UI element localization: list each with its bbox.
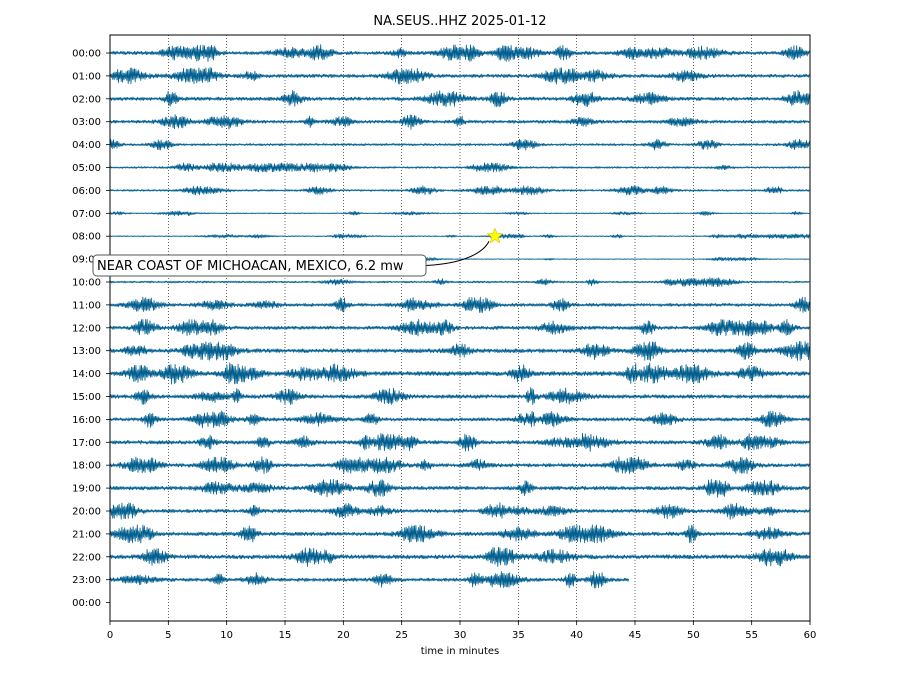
trace-row [109, 296, 810, 313]
y-tick-label: 04:00 [72, 140, 101, 151]
x-tick-label: 45 [629, 630, 642, 641]
x-axis-label: time in minutes [421, 646, 500, 657]
trace-row [109, 571, 630, 589]
y-tick-label: 08:00 [72, 232, 101, 243]
y-tick-label: 06:00 [72, 186, 101, 197]
trace-row [109, 114, 810, 130]
x-tick-label: 20 [337, 630, 350, 641]
event-connector [425, 240, 490, 266]
trace-row [109, 89, 810, 108]
x-tick-label: 0 [107, 630, 113, 641]
y-tick-label: 12:00 [72, 323, 101, 334]
y-tick-label: 17:00 [72, 438, 101, 449]
plot-frame [109, 34, 811, 622]
y-tick-label: 00:00 [72, 49, 101, 60]
chart-title: NA.SEUS..HHZ 2025-01-12 [373, 14, 546, 29]
y-tick-label: 11:00 [72, 300, 101, 311]
x-tick-label: 50 [687, 630, 700, 641]
x-tick-label: 25 [395, 630, 408, 641]
trace-row [109, 210, 810, 216]
x-tick-label: 55 [745, 630, 758, 641]
y-tick-label: 02:00 [72, 94, 101, 105]
x-tick-label: 10 [220, 630, 233, 641]
trace-row [109, 277, 810, 288]
x-tick-label: 30 [454, 630, 467, 641]
y-tick-label: 14:00 [72, 369, 101, 380]
trace-row [109, 340, 810, 361]
y-tick-label: 09:00 [72, 255, 101, 266]
y-tick-label: 19:00 [72, 484, 101, 495]
trace-row [109, 410, 810, 429]
trace-row [109, 546, 810, 567]
trace-row [109, 67, 810, 85]
y-tick-label: 22:00 [72, 552, 101, 563]
event-label: NEAR COAST OF MICHOACAN, MEXICO, 6.2 mw [97, 259, 404, 274]
trace-row [109, 456, 810, 475]
y-tick-label: 15:00 [72, 392, 101, 403]
y-tick-label: 05:00 [72, 163, 101, 174]
y-tick-label: 10:00 [72, 278, 101, 289]
trace-row [109, 233, 810, 239]
x-tick-label: 60 [804, 630, 817, 641]
y-tick-label: 13:00 [72, 346, 101, 357]
trace-row [109, 387, 810, 406]
y-tick-label: 00:00 [72, 598, 101, 609]
y-tick-label: 21:00 [72, 529, 101, 540]
trace-row [109, 319, 810, 337]
y-tick-label: 03:00 [72, 117, 101, 128]
x-tick-label: 15 [279, 630, 292, 641]
y-tick-labels: 00:00 01:00 02:00 03:00 04:00 05:00 06:00 07:00… [72, 49, 110, 609]
x-tick-label: 40 [570, 630, 583, 641]
trace-row [109, 524, 810, 544]
trace-row [109, 185, 810, 196]
x-tick-label: 35 [512, 630, 525, 641]
x-tick-labels: 0 5 10 15 20 25 30 35 40 45 50 55 60 [107, 621, 817, 641]
y-tick-label: 01:00 [72, 71, 101, 82]
y-tick-label: 20:00 [72, 507, 101, 518]
y-tick-label: 23:00 [72, 575, 101, 586]
trace-row [109, 502, 810, 520]
trace-row [109, 162, 810, 173]
trace-row [109, 138, 810, 151]
x-tick-label: 5 [165, 630, 171, 641]
event-annotation: NEAR COAST OF MICHOACAN, MEXICO, 6.2 mw [92, 227, 504, 277]
event-label-box [92, 254, 427, 277]
y-tick-label: 07:00 [72, 209, 101, 220]
trace-row [109, 432, 810, 452]
event-star-marker [486, 227, 504, 244]
y-tick-label: 18:00 [72, 461, 101, 472]
trace-row [109, 478, 810, 498]
y-tick-label: 16:00 [72, 415, 101, 426]
trace-group [109, 44, 810, 589]
trace-row [109, 44, 810, 62]
trace-row [109, 362, 810, 385]
